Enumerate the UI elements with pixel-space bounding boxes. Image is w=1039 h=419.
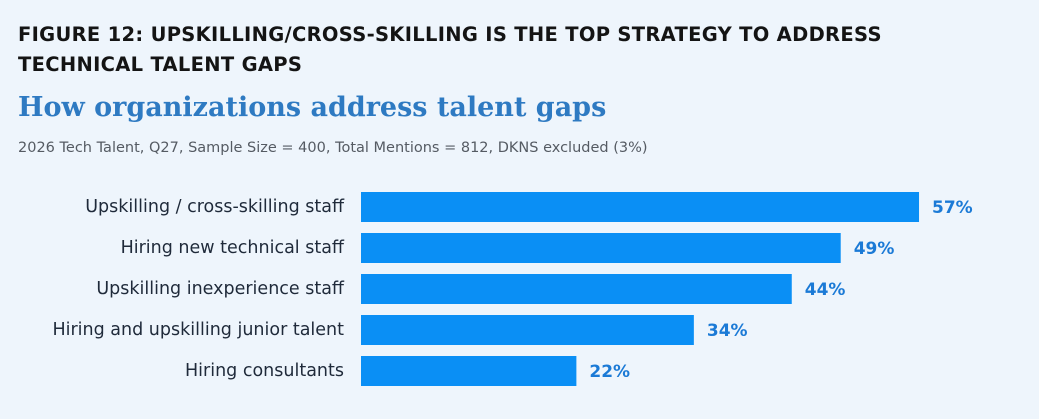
category-label-1: Upskilling / cross-skilling staff [85, 197, 345, 217]
bar-2 [361, 233, 841, 263]
category-label-2: Hiring new technical staff [121, 238, 345, 258]
bars-group: Upskilling / cross-skilling staff 57% Hiri… [52, 192, 973, 386]
bar-1 [361, 192, 920, 222]
chart-title: How organizations address talent gaps [18, 92, 607, 123]
bar-5 [361, 356, 577, 386]
bar-4 [361, 315, 694, 345]
bar-3 [361, 274, 792, 304]
value-label-2: 49% [854, 239, 895, 259]
category-label-3: Upskilling inexperience staff [96, 279, 345, 299]
figure-label: FIGURE 12: UPSKILLING/CROSS-SKILLING IS … [18, 23, 882, 76]
value-label-1: 57% [932, 198, 973, 218]
chart-subtitle: 2026 Tech Talent, Q27, Sample Size = 400… [18, 140, 648, 156]
category-label-5: Hiring consultants [185, 361, 344, 381]
value-label-4: 34% [707, 321, 748, 341]
value-label-3: 44% [805, 280, 846, 300]
value-label-5: 22% [589, 362, 630, 382]
category-label-4: Hiring and upskilling junior talent [52, 320, 344, 340]
